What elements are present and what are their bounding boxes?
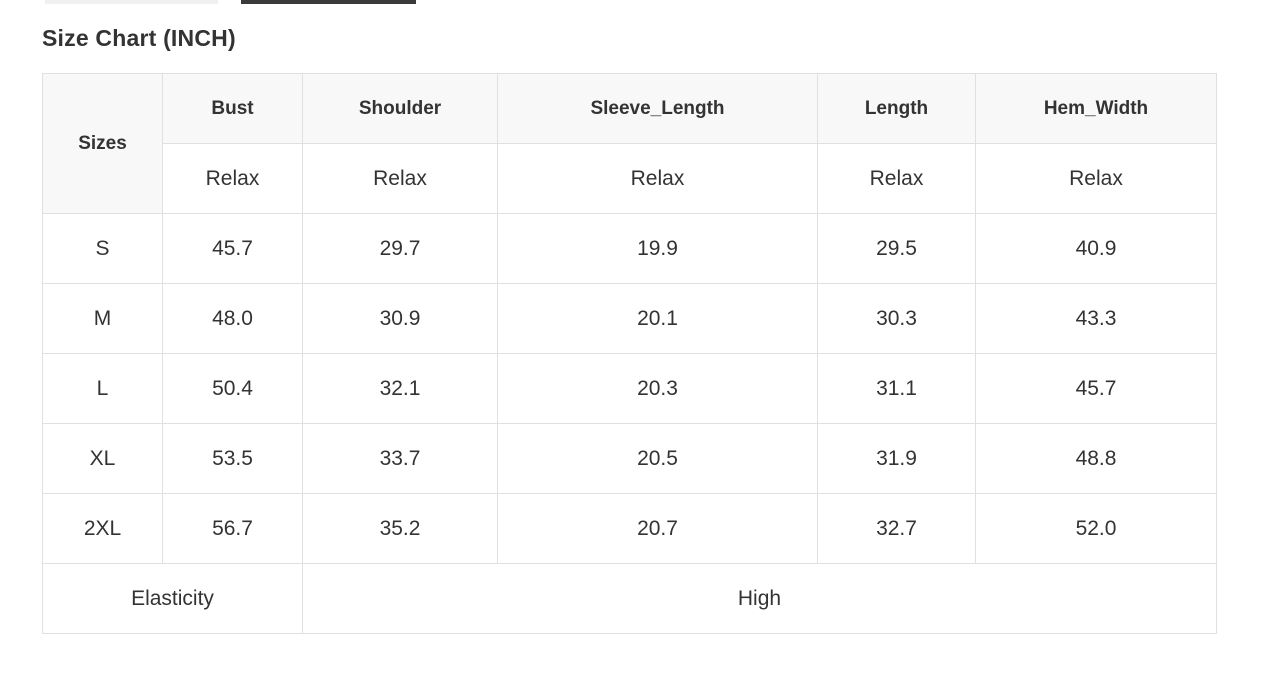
measurement-value: 35.2 — [302, 493, 498, 564]
measurement-value: 20.5 — [497, 423, 818, 494]
size-label: 2XL — [42, 493, 163, 564]
measurement-value: 45.7 — [162, 213, 303, 284]
table-row-size-s: S 45.7 29.7 19.9 29.5 40.9 — [42, 213, 1217, 284]
table-row-size-2xl: 2XL 56.7 35.2 20.7 32.7 52.0 — [42, 493, 1217, 564]
measurement-value: 33.7 — [302, 423, 498, 494]
measurement-value: 29.7 — [302, 213, 498, 284]
fit-type-hem-width: Relax — [975, 143, 1217, 214]
measurement-value: 32.7 — [817, 493, 976, 564]
table-row-size-l: L 50.4 32.1 20.3 31.1 45.7 — [42, 353, 1217, 424]
elasticity-value: High — [302, 563, 1217, 634]
measurement-value: 56.7 — [162, 493, 303, 564]
measurement-value: 32.1 — [302, 353, 498, 424]
size-chart-section: Size Chart (INCH) Sizes Bust Shoulder Sl… — [0, 25, 1276, 634]
column-header-length: Length — [817, 73, 976, 144]
elasticity-row: Elasticity High — [42, 563, 1217, 634]
measurement-value: 29.5 — [817, 213, 976, 284]
size-label: L — [42, 353, 163, 424]
column-header-sleeve-length: Sleeve_Length — [497, 73, 818, 144]
size-label: XL — [42, 423, 163, 494]
size-chart-table: Sizes Bust Shoulder Sleeve_Length Length… — [42, 73, 1217, 634]
measurement-value: 30.9 — [302, 283, 498, 354]
column-header-shoulder: Shoulder — [302, 73, 498, 144]
fit-type-bust: Relax — [162, 143, 303, 214]
fit-type-length: Relax — [817, 143, 976, 214]
table-header-row: Sizes Bust Shoulder Sleeve_Length Length… — [42, 73, 1217, 214]
tab-size-chart-inch[interactable] — [241, 0, 416, 4]
measurement-value: 31.1 — [817, 353, 976, 424]
measurement-value: 40.9 — [975, 213, 1217, 284]
measurement-value: 50.4 — [162, 353, 303, 424]
fit-type-row: Relax Relax Relax Relax Relax — [43, 143, 1217, 214]
fit-type-sleeve-length: Relax — [497, 143, 818, 214]
measurement-value: 48.8 — [975, 423, 1217, 494]
measurement-value: 48.0 — [162, 283, 303, 354]
size-label: M — [42, 283, 163, 354]
measurement-value: 45.7 — [975, 353, 1217, 424]
measurement-value: 31.9 — [817, 423, 976, 494]
fit-type-shoulder: Relax — [302, 143, 498, 214]
tab-size-chart-cm[interactable] — [45, 0, 218, 4]
measurement-value: 53.5 — [162, 423, 303, 494]
measurement-value: 30.3 — [817, 283, 976, 354]
page-title: Size Chart (INCH) — [42, 25, 236, 51]
size-chart-unit-tabs — [0, 0, 1276, 4]
column-header-hem-width: Hem_Width — [975, 73, 1217, 144]
table-row-size-xl: XL 53.5 33.7 20.5 31.9 48.8 — [42, 423, 1217, 494]
column-header-bust: Bust — [162, 73, 303, 144]
measurement-value: 43.3 — [975, 283, 1217, 354]
size-label: S — [42, 213, 163, 284]
column-header-sizes: Sizes — [42, 73, 163, 214]
table-row-size-m: M 48.0 30.9 20.1 30.3 43.3 — [42, 283, 1217, 354]
elasticity-label: Elasticity — [42, 563, 303, 634]
measurement-value: 52.0 — [975, 493, 1217, 564]
measurement-value: 20.1 — [497, 283, 818, 354]
measurement-value: 19.9 — [497, 213, 818, 284]
measurement-value: 20.7 — [497, 493, 818, 564]
measurement-value: 20.3 — [497, 353, 818, 424]
